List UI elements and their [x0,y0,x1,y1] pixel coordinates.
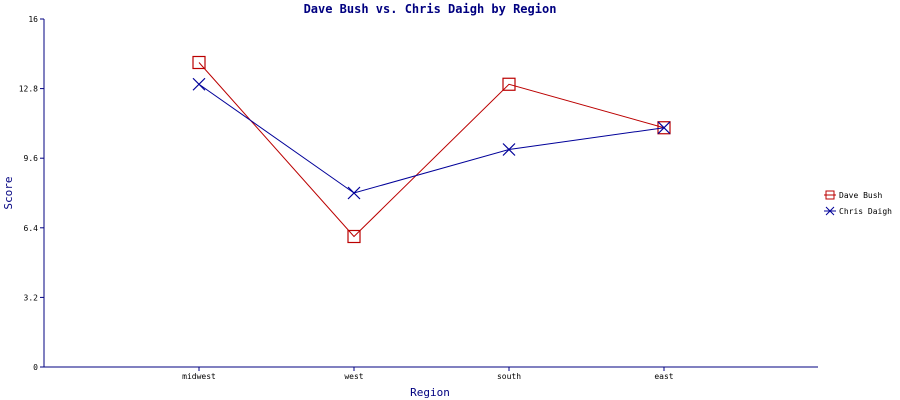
series-line-chris-daigh [198,83,665,194]
y-tick-label: 16 [28,15,38,24]
data-point-chris-daigh-stroke [657,121,671,135]
data-point-dave-bush [657,121,671,135]
x-tick-label: west [344,372,363,381]
data-point-chris-daigh-stroke [192,77,206,91]
legend-x-marker [825,206,835,216]
data-point-chris-daigh-stroke [347,186,361,200]
y-tick-label: 0 [33,363,38,372]
data-point-dave-bush [192,55,206,70]
legend: Dave Bush Chris Daigh [824,190,892,216]
data-point-chris-daigh [192,77,206,91]
y-tick-label: 3.2 [24,293,39,302]
x-tick-label: south [497,372,521,381]
legend-label: Chris Daigh [839,207,892,216]
data-point-chris-daigh [502,143,516,156]
legend-item-chris-daigh: Chris Daigh [824,206,892,216]
data-point-chris-daigh [347,186,361,200]
axes: 0 3.2 6.4 9.6 12.8 16 midwest west south east [19,15,818,381]
data-point-chris-daigh [657,121,671,135]
data-point-dave-bush [347,229,361,244]
x-tick-label: midwest [182,372,216,381]
legend-label: Dave Bush [839,191,883,200]
data-point-chris-daigh-stroke [502,143,516,156]
y-tick-label: 12.8 [19,85,38,94]
x-axis-label: Region [410,386,450,399]
y-axis-label: Score [2,176,15,209]
series-group [192,55,671,244]
series-dave-bush [192,55,671,244]
x-tick-label: east [654,372,673,381]
chart-title: Dave Bush vs. Chris Daigh by Region [304,2,557,16]
y-tick-label: 6.4 [24,224,39,233]
y-tick-label: 9.6 [24,154,39,163]
legend-item-dave-bush: Dave Bush [824,190,883,200]
data-point-dave-bush [502,77,516,91]
series-chris-daigh [192,77,671,200]
legend-square-marker [825,190,835,200]
series-line-dave-bush [198,62,665,238]
